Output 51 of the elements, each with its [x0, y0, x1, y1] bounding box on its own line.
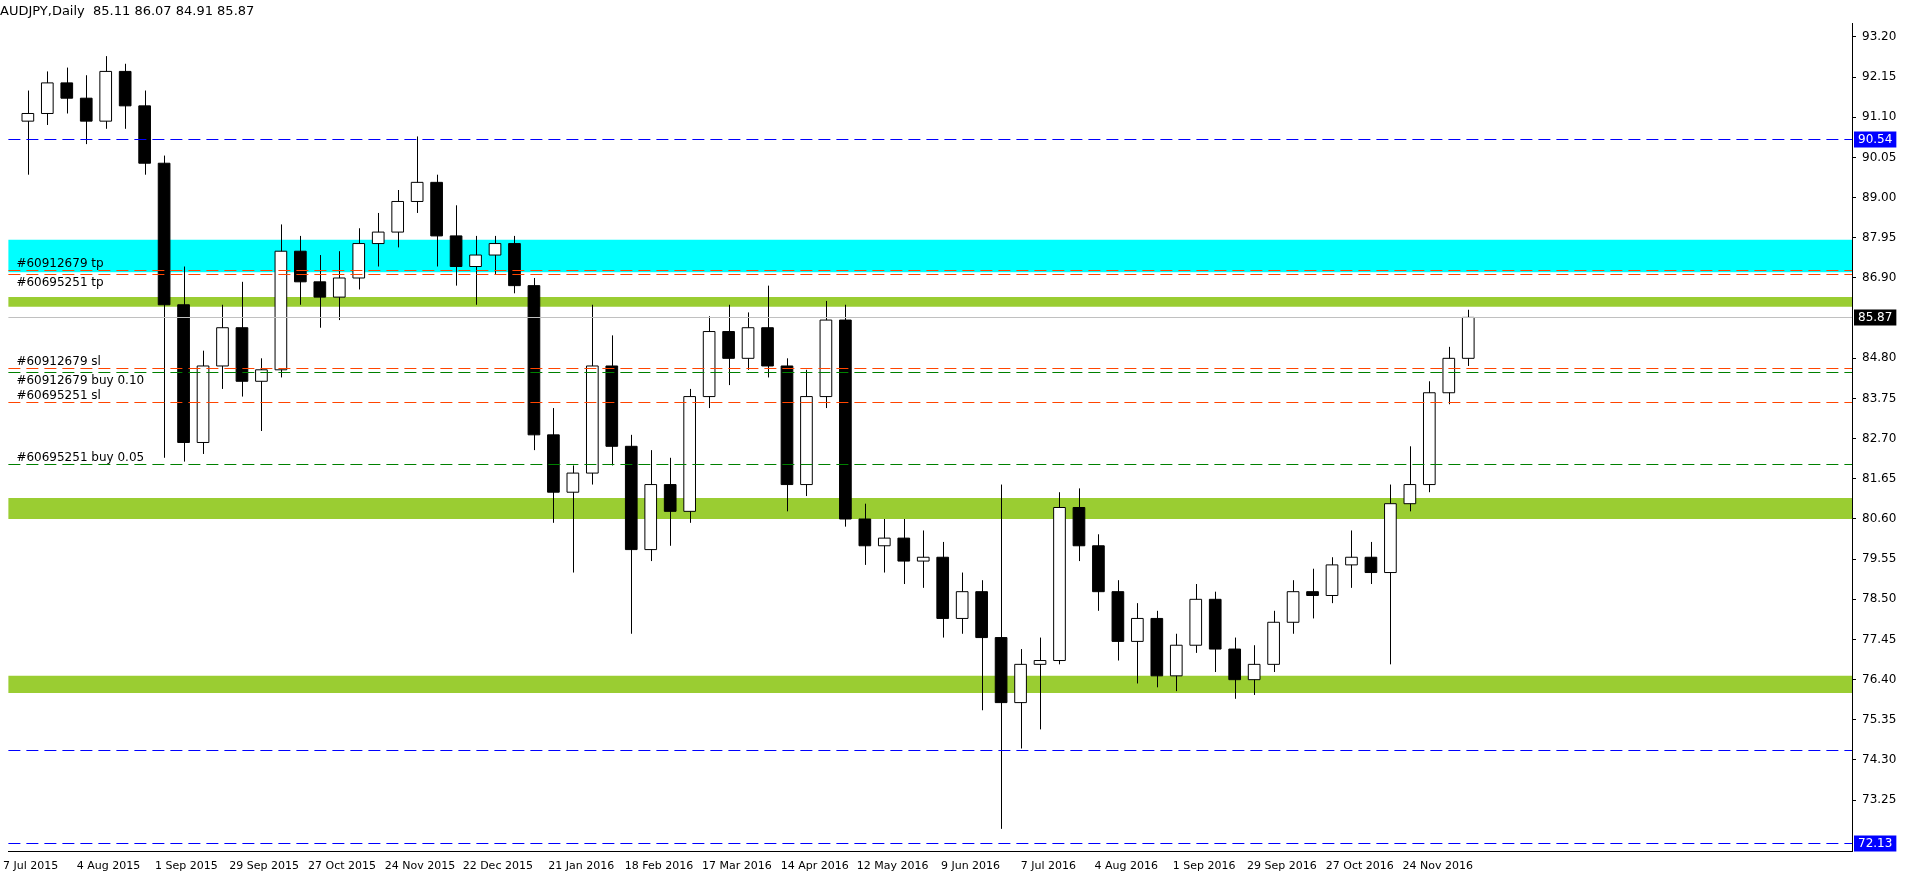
- ref-line-label: #60695251 buy 0.05: [16, 449, 145, 464]
- y-tick-label: 84.80: [1862, 350, 1897, 365]
- x-tick-label: 24 Nov 2015: [384, 859, 456, 873]
- candlestick: [1131, 602, 1144, 684]
- y-tick-label: 90.05: [1862, 149, 1897, 164]
- x-tick-label: 4 Aug 2016: [1094, 859, 1158, 873]
- x-tick-label: 18 Feb 2016: [624, 859, 694, 873]
- ref-line-label: 85.87: [1858, 309, 1893, 324]
- x-tick-label: 7 Jul 2015: [3, 859, 59, 873]
- y-tick-label: 83.75: [1862, 390, 1897, 405]
- y-tick-label: 80.60: [1862, 511, 1897, 526]
- y-tick-label: 73.25: [1862, 792, 1897, 807]
- x-tick-label: 27 Oct 2016: [1325, 859, 1394, 873]
- y-tick-label: 92.15: [1862, 69, 1897, 84]
- x-tick-label: 9 Jun 2016: [940, 859, 1001, 873]
- x-tick-label: 29 Sep 2015: [229, 859, 300, 873]
- x-tick-label: 1 Sep 2016: [1172, 859, 1236, 873]
- y-tick-label: 79.55: [1862, 551, 1897, 566]
- x-tick-label: 22 Dec 2015: [462, 859, 533, 873]
- y-tick-label: 78.50: [1862, 591, 1897, 606]
- y-tick-label: 76.40: [1862, 671, 1897, 686]
- ref-line-label: #60912679 sl: [16, 353, 101, 368]
- x-tick-label: 4 Aug 2015: [76, 859, 141, 873]
- y-tick-label: 77.45: [1862, 631, 1897, 646]
- chart-title: AUDJPY,Daily 85.11 86.07 84.91 85.87: [0, 3, 255, 19]
- candlestick: [255, 357, 268, 432]
- ref-line-label: #60695251 tp: [16, 274, 104, 289]
- x-tick-label: 17 Mar 2016: [702, 859, 772, 873]
- ref-line-label: #60912679 tp: [16, 255, 104, 270]
- y-tick-label: 82.70: [1862, 430, 1897, 445]
- y-tick-label: 89.00: [1862, 189, 1897, 204]
- x-tick-label: 7 Jul 2016: [1020, 859, 1077, 873]
- x-tick-label: 14 Apr 2016: [780, 859, 849, 873]
- candlestick: [1306, 568, 1319, 619]
- x-tick-label: 29 Sep 2016: [1247, 859, 1317, 873]
- ref-line-label: #60912679 buy 0.10: [16, 372, 145, 387]
- y-tick-label: 81.65: [1862, 470, 1897, 485]
- y-tick-label: 91.10: [1862, 109, 1897, 124]
- y-tick-label: 75.35: [1862, 711, 1897, 726]
- y-tick-label: 87.95: [1862, 229, 1897, 244]
- ref-line-label: 72.13: [1858, 835, 1893, 850]
- x-tick-label: 27 Oct 2015: [308, 859, 377, 873]
- x-tick-label: 24 Nov 2016: [1402, 859, 1473, 873]
- y-tick-label: 93.20: [1862, 29, 1897, 44]
- ref-line-label: 90.54: [1858, 131, 1893, 146]
- x-tick-label: 21 Jan 2016: [548, 859, 615, 873]
- y-tick-label: 74.30: [1862, 752, 1897, 767]
- x-tick-label: 1 Sep 2015: [154, 859, 218, 873]
- y-tick-label: 86.90: [1862, 270, 1897, 285]
- ref-line-label: #60695251 sl: [16, 387, 101, 402]
- x-tick-label: 12 May 2016: [856, 859, 929, 873]
